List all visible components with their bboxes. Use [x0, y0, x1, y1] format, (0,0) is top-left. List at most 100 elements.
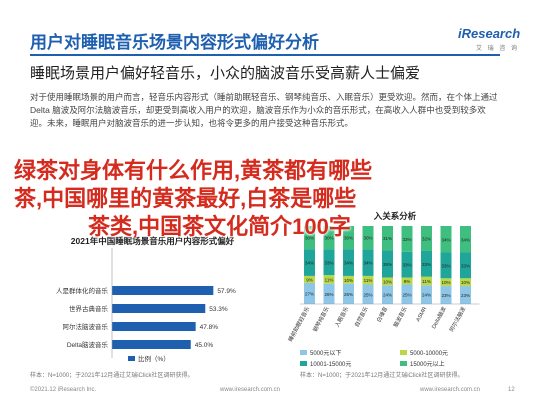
legend-label: 5000元以下: [310, 350, 341, 357]
segment-label: 23%: [461, 293, 470, 298]
stack-segment: [382, 250, 393, 278]
data-label: 47.8%: [200, 324, 219, 331]
footer-page-number: 12: [508, 387, 515, 393]
segment-label: 30%: [305, 236, 314, 241]
segment-label: 34%: [344, 261, 353, 266]
stack-segment: [401, 277, 413, 285]
data-label: 53.3%: [209, 306, 228, 313]
stack-segment: [382, 285, 393, 304]
category-label: 白噪音: [374, 305, 389, 324]
footer-copyright: ©2021.12 iResearch Inc.: [30, 387, 97, 393]
stack-segment: [343, 249, 354, 276]
stack-segment: [362, 275, 374, 285]
stack-segment: [421, 276, 432, 286]
category-label: 阿尔法脑波音乐: [63, 322, 109, 331]
stack-segment: [421, 285, 432, 304]
segment-label: 10%: [344, 278, 353, 283]
stack-segment: [460, 278, 471, 287]
bar: [112, 286, 214, 295]
stack-segment: [343, 275, 354, 284]
segment-label: 10%: [441, 280, 450, 285]
stack-segment: [343, 226, 354, 250]
stack-segment: [440, 226, 452, 253]
segment-label: 9%: [404, 279, 411, 284]
legend-label: 5000-10000元: [410, 350, 448, 357]
legend-label: 10001-15000元: [310, 361, 351, 368]
legend-label: 比例（%）: [138, 354, 170, 363]
left-chart-title: 2021年中国睡眠场景音乐用户内容形式偏好: [70, 236, 235, 246]
category-label: 阿尔法脑波: [447, 305, 467, 333]
legend-swatch: [300, 361, 307, 366]
segment-label: 32%: [422, 236, 431, 241]
category-label: ASMR: [416, 306, 429, 323]
segment-label: 11%: [422, 279, 431, 284]
stack-segment: [323, 275, 335, 284]
brand-main-text: iResearch: [458, 26, 521, 41]
footer-url-right[interactable]: www.iresearch.com.cn: [420, 387, 481, 393]
category-label: 自然音乐: [352, 305, 370, 329]
category-label: 脑波音乐: [391, 305, 409, 329]
segment-label: 10%: [383, 279, 392, 284]
stack-segment: [421, 250, 432, 277]
legend-label: 15000元以上: [410, 360, 445, 368]
header-divider: [30, 54, 500, 56]
category-label: 世界古典音乐: [69, 304, 109, 313]
right-chart-title: 入关系分析: [373, 211, 417, 221]
left-chart-note: 样本：N=1000；于2021年12月通过艾瑞iClick社区调研获得。: [30, 373, 194, 379]
segment-label: 24%: [422, 293, 431, 298]
overlay-line-3: 茶类,中国茶文化简介100字: [88, 214, 351, 239]
category-label: Delta脑波: [430, 305, 448, 330]
bar: [112, 340, 191, 349]
category-label: Delta脑波音乐: [67, 340, 109, 349]
overlay-line-1: 绿茶对身体有什么作用,黄茶都有哪些: [14, 158, 373, 183]
stack-segment: [460, 286, 471, 304]
right-chart-note: 样本：N=1000；于2021年12月通过艾瑞iClick社区调研获得。: [300, 373, 464, 379]
segment-label: 11%: [325, 277, 334, 282]
segment-label: 25%: [402, 292, 411, 297]
data-label: 57.9%: [217, 288, 236, 295]
legend-swatch: [128, 356, 135, 361]
brand-logo: iResearch 艾 瑞 咨 询: [458, 26, 520, 56]
bar: [112, 304, 206, 313]
segment-label: 33%: [324, 260, 333, 265]
segment-label: 25%: [363, 292, 372, 297]
legend-swatch: [400, 350, 407, 355]
category-label: 入眠音乐: [333, 305, 351, 329]
segment-label: 34%: [305, 261, 314, 266]
segment-label: 10%: [461, 280, 470, 285]
segment-label: 34%: [441, 237, 450, 242]
overlay-line-2: 茶,中国哪里的黄茶最好,白茶是哪些: [14, 186, 357, 211]
segment-label: 30%: [324, 236, 333, 241]
segment-label: 33%: [441, 263, 450, 268]
stack-segment: [421, 226, 432, 251]
legend-swatch: [400, 361, 407, 366]
stack-segment: [440, 278, 452, 287]
category-label: 钢琴纯音乐: [311, 305, 331, 333]
stack-segment: [382, 277, 393, 286]
footer-url[interactable]: www.iresearch.com.cn: [220, 387, 281, 393]
stack-segment: [382, 226, 393, 251]
bar: [112, 322, 196, 331]
segment-label: 34%: [461, 237, 470, 242]
segment-label: 30%: [363, 236, 372, 241]
segment-label: 30%: [344, 236, 353, 241]
stack-segment: [304, 249, 315, 276]
stack-segment: [460, 226, 471, 253]
stack-segment: [440, 286, 452, 304]
page-title: 用户对睡眠音乐场景内容形式偏好分析: [30, 33, 319, 52]
segment-label: 27%: [305, 291, 314, 296]
stack-segment: [401, 226, 413, 252]
summary-paragraph: 对于使用睡眠场景的用户而言，轻音乐内容形式（睡前助眠轻音乐、钢琴纯音乐、入眠音乐…: [30, 92, 498, 128]
segment-label: 33%: [402, 237, 411, 242]
segment-label: 33%: [422, 262, 431, 267]
category-label: 人是群体化的音乐: [56, 286, 109, 295]
stack-segment: [323, 283, 335, 304]
segment-label: 33%: [402, 263, 411, 268]
stack-segment: [460, 252, 471, 279]
stack-segment: [343, 283, 354, 304]
stack-segment: [362, 226, 374, 250]
legend-swatch: [300, 350, 307, 355]
stack-segment: [323, 249, 335, 276]
